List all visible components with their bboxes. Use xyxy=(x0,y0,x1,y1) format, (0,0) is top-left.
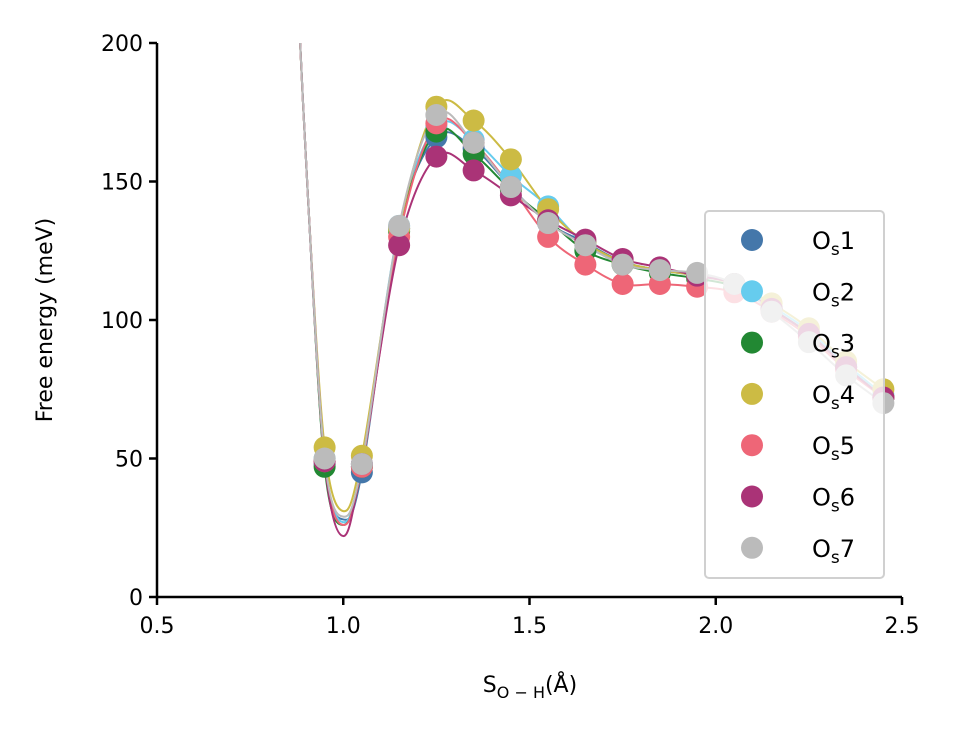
point-os6 xyxy=(462,159,485,182)
x-tick-label: 0.5 xyxy=(140,614,175,639)
x-tick-label: 1.0 xyxy=(326,614,361,639)
legend-label-os3: Os3 xyxy=(812,330,855,363)
point-os4 xyxy=(499,148,522,171)
point-os7 xyxy=(313,447,336,470)
point-os7 xyxy=(574,234,597,257)
legend-box xyxy=(704,210,885,579)
legend: Os1 Os2 Os3 Os4 Os5 Os6 Os7 xyxy=(704,210,885,579)
point-os7 xyxy=(462,131,485,154)
axes: 0 50 100 150 200 0.5 1.0 1.5 2.0 2.5 SO − H(Å) Free… xyxy=(33,32,920,702)
legend-label-os1: Os1 xyxy=(812,227,855,260)
point-os7 xyxy=(686,261,709,284)
legend-label-os6: Os6 xyxy=(812,484,855,517)
point-os7 xyxy=(499,176,522,199)
y-tick-label: 150 xyxy=(101,171,143,196)
legend-marker-os3 xyxy=(741,331,763,354)
legend-label-os7: Os7 xyxy=(812,535,855,568)
point-os5 xyxy=(574,253,597,276)
legend-marker-os2 xyxy=(741,280,763,303)
point-os7 xyxy=(350,453,373,476)
x-tick-label: 1.5 xyxy=(512,614,547,639)
y-tick-label: 200 xyxy=(101,32,143,57)
point-os4 xyxy=(462,109,485,132)
point-os7 xyxy=(388,214,411,237)
point-os7 xyxy=(425,104,448,127)
y-tick-label: 50 xyxy=(115,448,143,473)
y-tick-label: 100 xyxy=(101,309,143,334)
legend-marker-os1 xyxy=(741,229,763,251)
point-os7 xyxy=(611,253,634,276)
point-os7 xyxy=(537,212,560,235)
point-os6 xyxy=(388,234,411,257)
x-tick-label: 2.5 xyxy=(885,614,920,639)
point-os7 xyxy=(648,259,671,282)
y-axis-label: Free energy (meV) xyxy=(33,218,58,423)
x-axis-label: SO − H(Å) xyxy=(483,671,577,702)
legend-label-os5: Os5 xyxy=(812,432,855,465)
legend-marker-os7 xyxy=(741,536,763,559)
point-os6 xyxy=(425,145,448,168)
y-tick-label: 0 xyxy=(129,586,143,611)
legend-marker-os5 xyxy=(741,434,763,457)
legend-label-os4: Os4 xyxy=(812,381,855,414)
point-os5 xyxy=(611,272,634,295)
x-tick-label: 2.0 xyxy=(698,614,733,639)
legend-marker-os4 xyxy=(741,382,763,405)
legend-marker-os6 xyxy=(741,485,763,508)
legend-label-os2: Os2 xyxy=(812,278,855,311)
